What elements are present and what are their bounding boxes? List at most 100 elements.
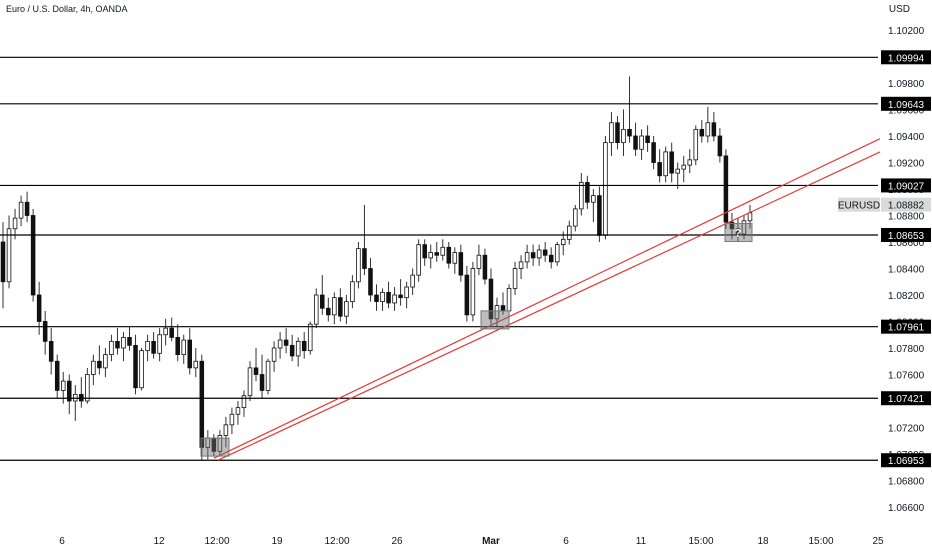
candle-body	[283, 339, 289, 346]
candle-body	[530, 252, 536, 259]
candle-body	[446, 246, 452, 264]
candle-body	[603, 142, 608, 236]
candle-body	[48, 340, 54, 362]
candle-body	[500, 305, 506, 312]
candle-body	[344, 301, 349, 317]
candle-body	[579, 181, 584, 210]
candle-body	[307, 323, 313, 352]
candle-body	[253, 367, 259, 375]
y-tick-label: 1.06800	[888, 477, 925, 488]
candle-body	[0, 241, 6, 283]
candle-body	[416, 244, 421, 276]
candle-body	[356, 248, 361, 283]
candle-body	[681, 164, 687, 170]
candle-body	[518, 261, 524, 269]
level-price-box	[881, 319, 931, 334]
candle-body	[434, 252, 440, 256]
candle-body	[247, 367, 253, 397]
candle-body	[458, 252, 464, 276]
candle-body	[524, 252, 530, 263]
level-price-label: 1.09643	[888, 100, 925, 111]
candle-body	[169, 327, 174, 338]
candle-body	[615, 122, 620, 144]
symbol-box	[838, 197, 880, 212]
candle-body	[362, 248, 367, 269]
candle-body	[717, 135, 723, 157]
candle-body	[585, 181, 590, 203]
candle-body	[66, 380, 72, 402]
y-tick-label: 1.07800	[888, 344, 925, 355]
annotation-question-mark: ?	[735, 227, 742, 239]
candle-body	[235, 407, 241, 415]
candle-body	[60, 380, 66, 391]
candle-body	[24, 201, 30, 216]
candle-body	[669, 151, 674, 174]
y-tick-label: 1.08400	[888, 265, 925, 276]
trend-line-lower	[217, 151, 881, 461]
y-tick-label: 1.10200	[888, 26, 925, 37]
candle-body	[12, 217, 18, 230]
x-tick-label: 19	[271, 536, 283, 547]
candle-body	[181, 339, 186, 356]
candle-body	[488, 278, 494, 320]
y-tick-label: 1.08200	[888, 291, 925, 302]
x-tick-label: 15:00	[688, 536, 713, 547]
candle-body	[338, 297, 343, 317]
level-price-box	[881, 391, 931, 406]
candle-body	[6, 228, 12, 283]
candle-body	[295, 340, 301, 357]
y-tick-label: 1.09800	[888, 79, 925, 90]
candle-body	[392, 294, 397, 304]
candle-body	[109, 340, 114, 356]
candle-body	[464, 274, 470, 316]
candle-body	[609, 122, 614, 144]
candle-body	[320, 294, 325, 309]
candle-body	[91, 360, 96, 375]
candle-body	[410, 274, 415, 288]
x-tick-label: 6	[563, 536, 569, 547]
candle-body	[729, 221, 735, 230]
x-tick-label: 12	[153, 536, 165, 547]
x-tick-label: 26	[391, 536, 403, 547]
candle-body	[536, 249, 542, 259]
candle-body	[374, 294, 379, 303]
candle-body	[127, 336, 132, 346]
candle-body	[332, 297, 337, 316]
candle-body	[506, 287, 512, 312]
candle-body	[157, 334, 162, 354]
candle-body	[573, 208, 578, 227]
candle-body	[103, 354, 108, 369]
candle-body	[452, 252, 458, 264]
candle-body	[163, 327, 168, 336]
candle-body	[735, 228, 741, 235]
candle-body	[711, 122, 717, 137]
candle-body	[651, 142, 656, 163]
candle-body	[289, 344, 295, 357]
candle-body	[542, 249, 548, 256]
candle-body	[398, 294, 403, 299]
candle-body	[193, 360, 199, 369]
level-price-label: 1.09027	[888, 181, 925, 192]
candle-body	[115, 340, 120, 349]
highlight-box	[200, 437, 230, 457]
candle-body	[639, 135, 644, 150]
candle-body	[265, 360, 271, 391]
candle-body	[723, 155, 729, 223]
candle-body	[386, 291, 391, 304]
candle-body	[30, 215, 36, 296]
x-tick-label: 11	[636, 536, 647, 547]
candle-body	[633, 135, 638, 150]
symbol-label: EURUSD	[838, 201, 880, 212]
candle-body	[675, 168, 680, 174]
candle-body	[277, 339, 283, 349]
candle-body	[693, 128, 699, 161]
candle-body	[548, 254, 554, 263]
current-price-label: 1.08882	[888, 201, 925, 212]
candle-body	[259, 374, 265, 391]
level-price-label: 1.07421	[888, 394, 925, 405]
highlight-box	[480, 310, 510, 330]
candle-body	[217, 435, 223, 452]
candle-body	[440, 246, 446, 256]
candle-body	[591, 195, 596, 203]
